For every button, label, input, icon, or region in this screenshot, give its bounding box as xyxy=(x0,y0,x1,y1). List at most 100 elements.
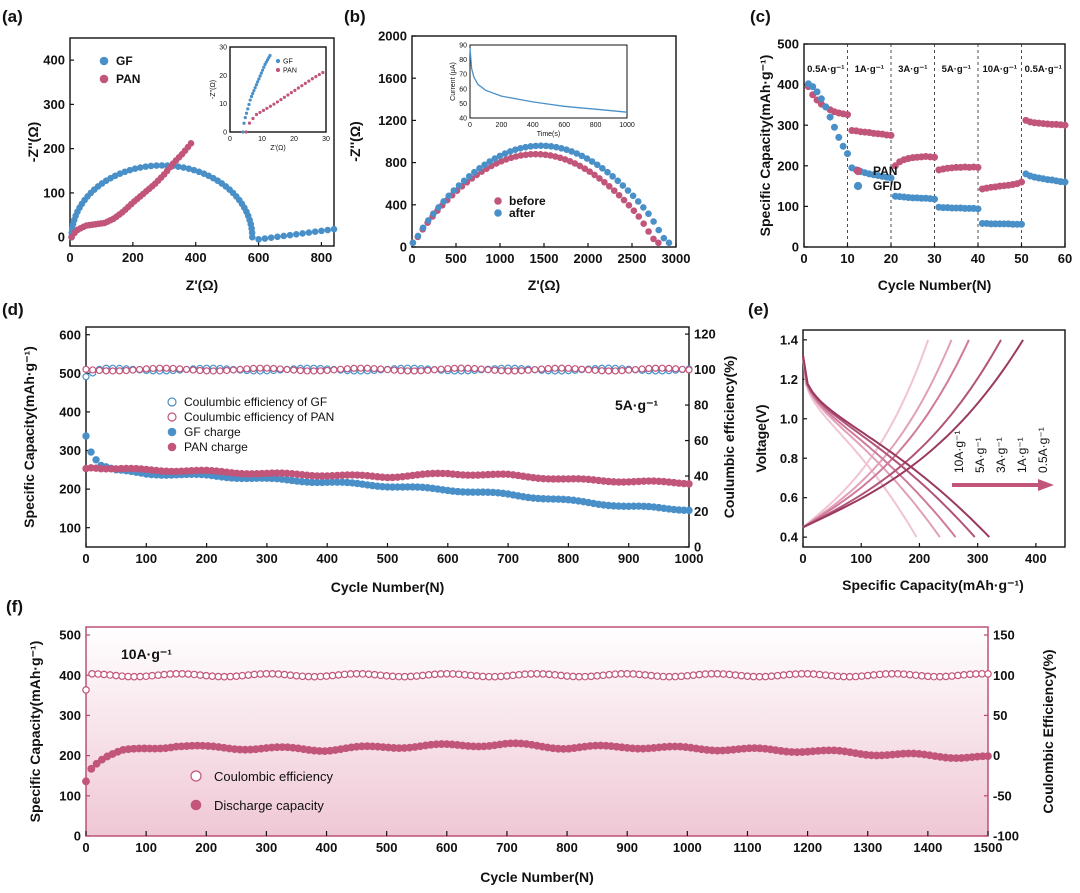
charge-curve xyxy=(802,339,970,529)
inset-point xyxy=(253,86,257,90)
ce-point xyxy=(551,364,559,372)
discharge-point xyxy=(82,777,90,786)
ce-point xyxy=(417,367,425,375)
x-tick-label: 0 xyxy=(82,840,89,855)
after-point xyxy=(491,155,499,162)
gf-point xyxy=(324,226,332,234)
ce-point xyxy=(827,671,836,680)
legend-marker xyxy=(167,442,177,452)
ce-point xyxy=(638,365,646,373)
legend-label: before xyxy=(509,194,546,208)
before-point xyxy=(601,178,608,186)
panel-label-e: (e) xyxy=(748,300,769,319)
inset-frame-a xyxy=(229,46,327,133)
inset-point xyxy=(258,74,262,78)
ce-point xyxy=(604,367,613,375)
ce-point xyxy=(129,366,137,374)
inset-point xyxy=(248,98,252,102)
y2-tick-label: 50 xyxy=(993,708,1007,723)
pan-point xyxy=(930,153,938,161)
gf-point xyxy=(248,233,256,241)
ce-point xyxy=(551,671,559,679)
x-tick-label: 1200 xyxy=(793,840,822,855)
ce-point xyxy=(725,670,734,679)
x-tick-label: 600 xyxy=(437,551,459,566)
inset-point xyxy=(242,121,246,125)
inset-y-label: Current (μA) xyxy=(450,62,457,101)
after-point xyxy=(440,198,447,205)
before-point xyxy=(630,207,638,215)
y-tick-label: 100 xyxy=(777,199,799,214)
x-tick-label: 400 xyxy=(316,551,338,566)
legend-label: Coulumbic efficiency of PAN xyxy=(184,410,334,424)
ce-point xyxy=(106,671,114,679)
x-tick-label: 30 xyxy=(927,251,941,266)
ce-point xyxy=(236,365,244,373)
gf-point xyxy=(1061,178,1069,186)
ce-point xyxy=(571,365,579,373)
y-tick-label: 400 xyxy=(43,53,65,68)
y-tick-label: 0.6 xyxy=(780,490,798,505)
legend-marker xyxy=(167,397,177,407)
ce-point xyxy=(857,672,866,680)
after-point xyxy=(471,168,478,176)
ce-point xyxy=(292,671,301,680)
ce-point xyxy=(154,671,162,679)
ce-point xyxy=(773,671,782,680)
after-point xyxy=(435,204,442,211)
y-tick-label: 500 xyxy=(777,37,799,52)
legend-marker xyxy=(853,181,863,191)
legend-label: PAN xyxy=(873,164,897,178)
legend-label: GF charge xyxy=(184,425,241,439)
legend-label: GF xyxy=(116,54,133,68)
x-tick-label: 1000 xyxy=(675,551,704,566)
legend-marker xyxy=(494,209,502,217)
inset-point xyxy=(258,110,262,115)
inset-legend-marker xyxy=(275,67,281,73)
x-tick-label: 500 xyxy=(377,551,399,566)
after-point xyxy=(424,217,432,224)
ce-point xyxy=(162,364,170,372)
y-tick-label: 0 xyxy=(74,829,81,844)
ce-point xyxy=(641,671,650,679)
ce-point xyxy=(82,686,90,694)
y-tick-label: 200 xyxy=(59,482,81,497)
ce-point xyxy=(256,364,264,372)
gf-point xyxy=(280,232,288,240)
x-tick-label: 1300 xyxy=(853,840,882,855)
ce-point xyxy=(364,670,373,678)
y2-tick-label: 20 xyxy=(694,504,708,519)
panel-label-a: (a) xyxy=(2,7,23,26)
x-tick-label: 600 xyxy=(436,840,458,855)
ce-point xyxy=(418,671,427,680)
ce-point xyxy=(89,366,97,374)
ce-point xyxy=(244,671,253,679)
inset-point xyxy=(260,68,265,72)
x-tick-label: 300 xyxy=(967,551,989,566)
after-point xyxy=(609,173,616,180)
rate-label: 1A·g⁻¹ xyxy=(855,64,884,75)
inset-x-tick-label: 400 xyxy=(527,122,539,129)
pan-point xyxy=(187,140,195,147)
y-axis-label: -Z''(Ω) xyxy=(347,121,363,161)
plot-frame-a xyxy=(69,37,335,247)
after-point xyxy=(414,232,422,240)
rate-arrow-head xyxy=(1038,479,1054,491)
discharge-curve xyxy=(802,355,957,538)
charge-point xyxy=(685,480,693,488)
ce-point xyxy=(444,365,452,373)
x-tick-label: 0 xyxy=(408,251,415,266)
ce-point xyxy=(316,367,325,375)
after-point xyxy=(583,155,591,162)
after-point xyxy=(665,239,673,247)
discharge-point xyxy=(92,759,101,768)
ce-point xyxy=(912,671,920,680)
gf-point xyxy=(292,230,300,238)
x-tick-label: 100 xyxy=(135,551,157,566)
ce-point xyxy=(455,670,463,679)
legend-label: Coulombic efficiency xyxy=(214,769,333,784)
x-tick-label: 60 xyxy=(1058,251,1072,266)
inset-point xyxy=(251,116,255,121)
inset-y-tick-label: 40 xyxy=(459,116,467,123)
